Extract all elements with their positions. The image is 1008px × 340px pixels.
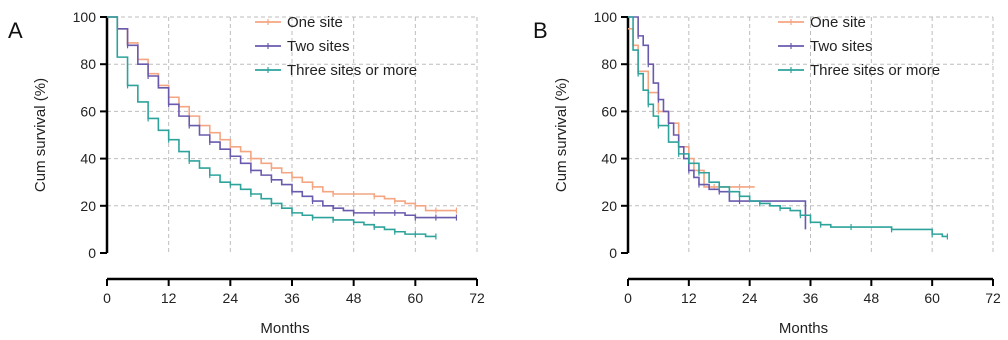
panel-label: A: [8, 18, 23, 43]
y-tick-label: 40: [80, 151, 96, 167]
y-tick-label: 20: [601, 198, 617, 214]
x-tick-label: 48: [346, 290, 362, 306]
series-line-one-site: [107, 16, 457, 212]
x-tick-label: 72: [469, 290, 485, 306]
y-tick-label: 100: [594, 9, 618, 25]
legend-label: Three sites or more: [810, 62, 940, 79]
x-tick-label: 48: [864, 290, 880, 306]
y-tick-label: 80: [601, 56, 617, 72]
legend-label: Two sites: [810, 38, 873, 55]
y-axis-title: Cum survival (%): [32, 78, 49, 192]
y-tick-label: 40: [601, 151, 617, 167]
y-axis-title: Cum survival (%): [553, 78, 570, 192]
x-tick-label: 24: [223, 290, 239, 306]
y-tick-label: 60: [80, 103, 96, 119]
x-tick-label: 12: [161, 290, 177, 306]
x-tick-label: 0: [103, 290, 111, 306]
y-tick-label: 0: [88, 245, 96, 261]
legend-label: Three sites or more: [287, 62, 417, 79]
legend-label: One site: [287, 14, 343, 31]
y-tick-label: 60: [601, 103, 617, 119]
x-tick-label: 60: [924, 290, 940, 306]
series-line-two-sites: [107, 16, 457, 219]
series-line-two-sites: [628, 16, 807, 230]
legend-label: One site: [810, 14, 866, 31]
x-axis-title: Months: [779, 320, 828, 337]
x-axis-title: Months: [260, 320, 309, 337]
series-line-three-sites-or-more: [628, 16, 948, 238]
y-tick-label: 80: [80, 56, 96, 72]
legend-label: Two sites: [287, 38, 350, 55]
panel-label: B: [533, 18, 548, 43]
x-tick-label: 12: [681, 290, 697, 306]
y-tick-label: 0: [609, 245, 617, 261]
x-tick-label: 60: [408, 290, 424, 306]
y-tick-label: 100: [73, 9, 97, 25]
x-tick-label: 36: [284, 290, 300, 306]
y-tick-label: 20: [80, 198, 96, 214]
x-tick-label: 0: [624, 290, 632, 306]
x-tick-label: 36: [803, 290, 819, 306]
x-tick-label: 24: [742, 290, 758, 306]
x-tick-label: 72: [985, 290, 1001, 306]
